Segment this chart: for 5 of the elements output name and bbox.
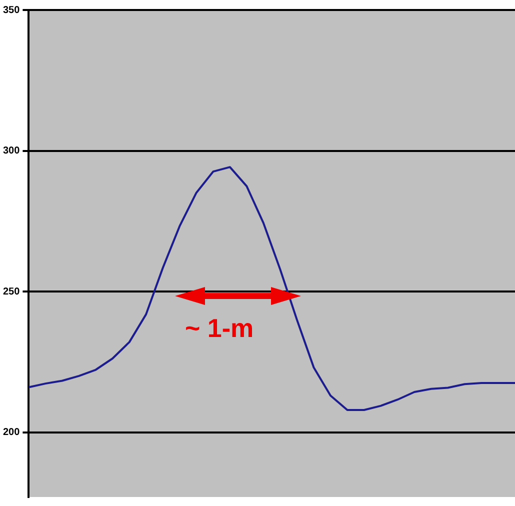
annotation: ~ 1-m: [185, 313, 254, 344]
y-tick-label: 200: [2, 427, 20, 438]
y-tick-label: 250: [2, 286, 20, 298]
y-tick-label: 350: [2, 4, 20, 16]
y-tick-label: 300: [2, 146, 20, 156]
